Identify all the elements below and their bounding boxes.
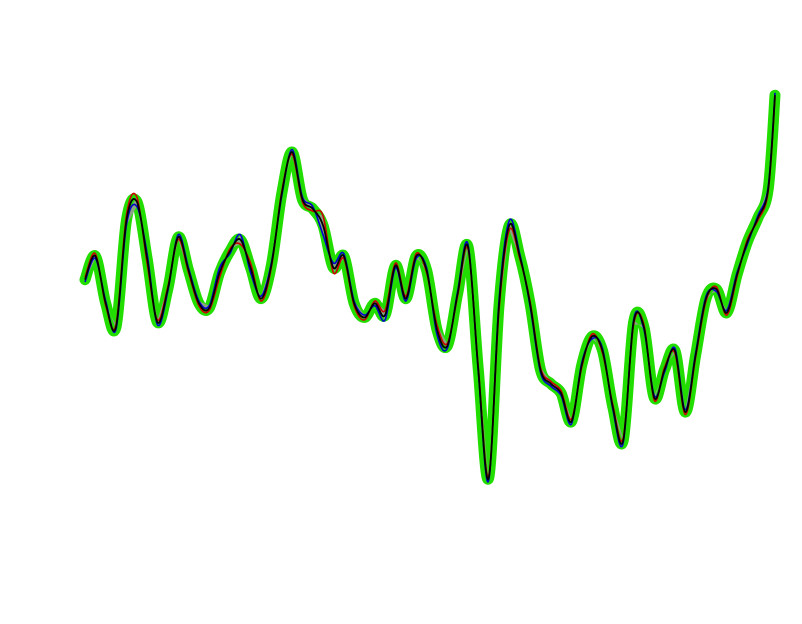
plot-area: [79, 89, 781, 485]
series-line-3: [84, 95, 776, 481]
